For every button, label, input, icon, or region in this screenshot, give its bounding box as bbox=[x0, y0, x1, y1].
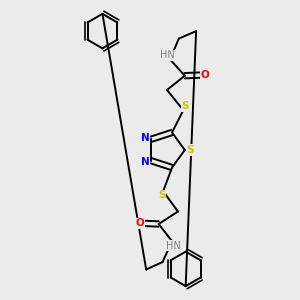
Text: HN: HN bbox=[160, 50, 175, 61]
Text: S: S bbox=[158, 190, 165, 200]
Text: S: S bbox=[186, 145, 194, 155]
Text: N: N bbox=[141, 157, 150, 167]
Text: HN: HN bbox=[166, 241, 181, 251]
Text: O: O bbox=[200, 70, 209, 80]
Text: N: N bbox=[141, 133, 150, 143]
Text: S: S bbox=[181, 101, 189, 111]
Text: O: O bbox=[135, 218, 144, 228]
